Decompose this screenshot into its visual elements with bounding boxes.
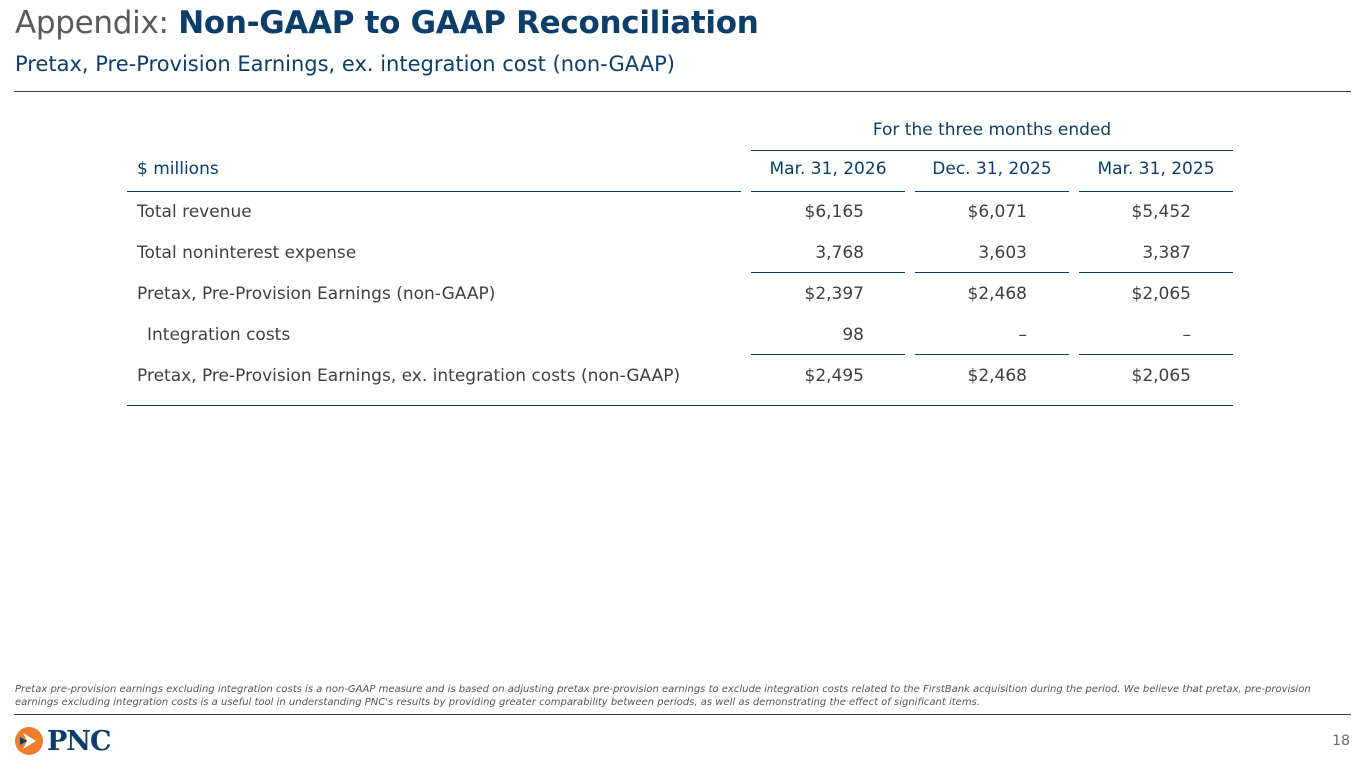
page-subtitle: Pretax, Pre-Provision Earnings, ex. inte… bbox=[15, 52, 675, 76]
cell-value: $2,397 bbox=[804, 284, 864, 304]
pnc-arrow-icon bbox=[15, 727, 43, 755]
cell-value: $6,071 bbox=[967, 202, 1027, 222]
title-prefix: Appendix: bbox=[15, 5, 169, 41]
subtotal-rule bbox=[1079, 272, 1233, 273]
cell-value: $2,468 bbox=[967, 366, 1027, 386]
cell-value: $2,065 bbox=[1131, 284, 1191, 304]
subtotal-rule bbox=[915, 272, 1069, 273]
subtotal-rule bbox=[915, 354, 1069, 355]
row-label: Total noninterest expense bbox=[137, 243, 357, 263]
footer-divider bbox=[14, 714, 1351, 715]
footnote: Pretax pre-provision earnings excluding … bbox=[15, 684, 1311, 708]
cell-value: $2,065 bbox=[1131, 366, 1191, 386]
table-bottom-rule bbox=[127, 405, 1233, 406]
cell-value: $2,495 bbox=[804, 366, 864, 386]
row-label: Pretax, Pre-Provision Earnings, ex. inte… bbox=[137, 366, 681, 386]
subtotal-rule bbox=[751, 354, 905, 355]
page-title: Appendix: Non-GAAP to GAAP Reconciliatio… bbox=[15, 5, 759, 41]
cell-value: – bbox=[1018, 325, 1028, 345]
header-divider bbox=[14, 91, 1351, 92]
cell-value: $2,468 bbox=[967, 284, 1027, 304]
column-header: Dec. 31, 2025 bbox=[932, 159, 1052, 179]
subtotal-rule bbox=[751, 272, 905, 273]
row-label: Integration costs bbox=[147, 325, 291, 345]
cell-value: $6,165 bbox=[804, 202, 864, 222]
period-header-rule bbox=[751, 150, 1233, 151]
header-rule bbox=[127, 191, 741, 192]
cell-value: 3,603 bbox=[978, 243, 1027, 263]
title-main: Non-GAAP to GAAP Reconciliation bbox=[178, 5, 759, 41]
pnc-logo: PNC bbox=[14, 725, 111, 757]
row-label: Total revenue bbox=[137, 202, 252, 222]
column-header: Mar. 31, 2025 bbox=[1097, 159, 1215, 179]
header-rule bbox=[915, 191, 1069, 192]
row-label: Pretax, Pre-Provision Earnings (non-GAAP… bbox=[137, 284, 496, 304]
subtotal-rule bbox=[1079, 354, 1233, 355]
cell-value: 3,768 bbox=[815, 243, 864, 263]
cell-value: 98 bbox=[842, 325, 864, 345]
logo-wordmark: PNC bbox=[47, 725, 111, 757]
header-rule bbox=[751, 191, 905, 192]
column-header: Mar. 31, 2026 bbox=[769, 159, 887, 179]
page-number: 18 bbox=[1332, 733, 1350, 749]
cell-value: 3,387 bbox=[1142, 243, 1191, 263]
period-header: For the three months ended bbox=[872, 120, 1112, 140]
cell-value: $5,452 bbox=[1131, 202, 1191, 222]
header-rule bbox=[1079, 191, 1233, 192]
unit-label: $ millions bbox=[137, 159, 219, 179]
cell-value: – bbox=[1182, 325, 1192, 345]
